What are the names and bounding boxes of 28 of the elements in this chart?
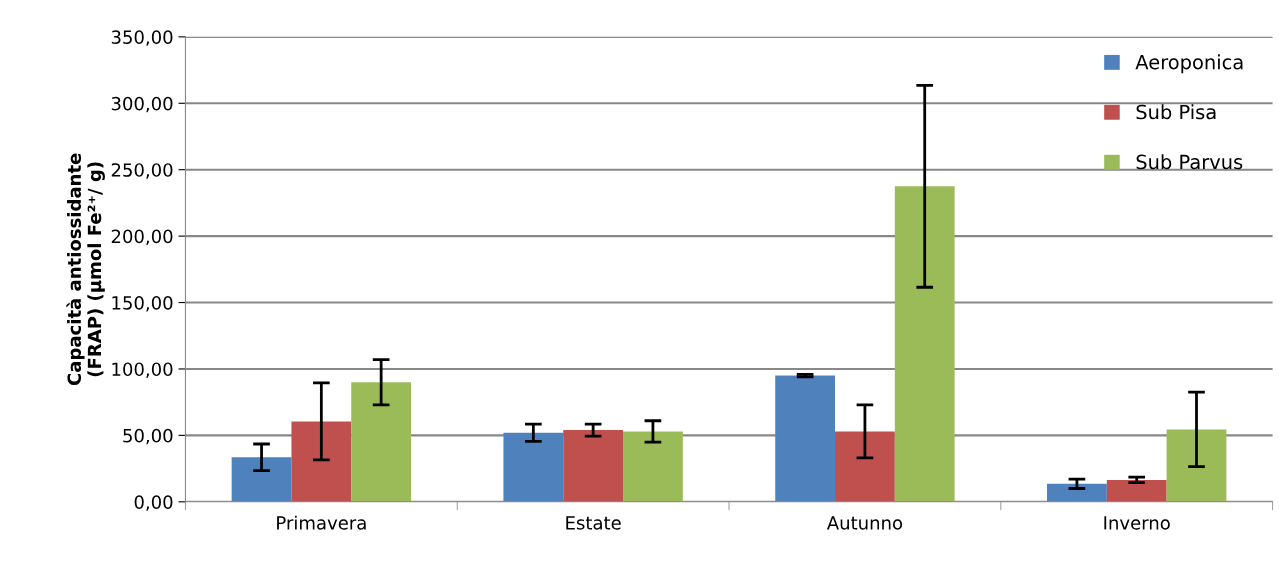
x-tick-label: Autunno <box>826 516 903 530</box>
bar <box>1047 483 1107 502</box>
y-tick-label: 350,00 <box>111 30 173 46</box>
y-tick-label: 0,00 <box>134 495 173 511</box>
bar <box>231 457 292 502</box>
x-tick-label: Estate <box>566 516 621 530</box>
y-tick-label: 50,00 <box>123 428 173 445</box>
legend-label: Sub Pisa <box>1136 104 1216 120</box>
y-axis-title: Capacità antiossidante (FRAP) (µmol Fe²⁺/ g) <box>66 153 105 386</box>
bar <box>894 186 955 502</box>
bar <box>563 430 624 502</box>
bar <box>835 431 895 502</box>
bar <box>623 431 683 502</box>
bar <box>1106 479 1167 502</box>
y-tick-label: 250,00 <box>111 163 173 179</box>
legend-label: Aeroponica <box>1135 54 1243 74</box>
y-tick-label: 300,00 <box>111 96 173 113</box>
x-tick-label: Primavera <box>277 515 366 530</box>
bar <box>1166 429 1227 502</box>
bar <box>351 382 412 502</box>
legend-label: Sub Parvus <box>1136 154 1243 170</box>
y-tick-label: 150,00 <box>112 295 173 312</box>
bar <box>775 375 836 502</box>
bar <box>503 432 564 502</box>
y-tick-label: 100,00 <box>112 362 173 378</box>
x-tick-label: Inverno <box>1104 516 1170 530</box>
y-tick-label: 200,00 <box>111 229 173 246</box>
bar <box>291 421 352 502</box>
